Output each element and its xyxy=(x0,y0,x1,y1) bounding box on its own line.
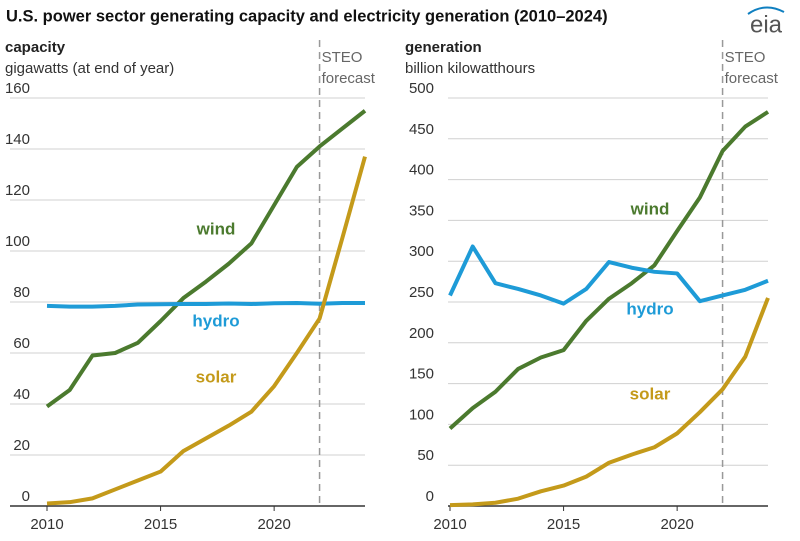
y-tick-label: 0 xyxy=(426,488,434,505)
y-tick-label: 0 xyxy=(22,488,30,505)
y-tick-label: 350 xyxy=(409,202,434,219)
logo: eia xyxy=(750,11,783,38)
series-label: wind xyxy=(196,219,236,238)
y-tick-label: 40 xyxy=(13,386,30,403)
y-tick-label: 450 xyxy=(409,121,434,138)
y-tick-label: 200 xyxy=(409,325,434,342)
axis-title: capacity xyxy=(5,39,66,56)
y-tick-label: 300 xyxy=(409,243,434,260)
x-tick-label: 2020 xyxy=(660,516,693,533)
line xyxy=(448,110,770,430)
y-tick-label: 500 xyxy=(409,80,434,97)
annotation: STEO xyxy=(322,49,363,66)
series-label: hydro xyxy=(626,299,673,318)
line xyxy=(46,301,365,309)
y-tick-label: 120 xyxy=(5,182,30,199)
y-tick-label: 160 xyxy=(5,80,30,97)
axis-title: generation xyxy=(405,39,482,56)
line xyxy=(448,244,769,306)
line xyxy=(46,156,367,506)
y-tick-label: 100 xyxy=(5,233,30,250)
x-tick-label: 2010 xyxy=(30,516,63,533)
annotation: forecast xyxy=(322,70,376,87)
series-label: solar xyxy=(196,367,237,386)
series-label: hydro xyxy=(192,311,239,330)
annotation: STEO xyxy=(725,49,766,66)
series-label: solar xyxy=(630,384,671,403)
y-tick-label: 250 xyxy=(409,284,434,301)
y-tick-label: 400 xyxy=(409,162,434,179)
logo-arc xyxy=(747,6,785,15)
series-label: wind xyxy=(630,199,670,218)
y-tick-label: 150 xyxy=(409,366,434,383)
axis-subtitle: gigawatts (at end of year) xyxy=(5,60,174,77)
y-tick-label: 100 xyxy=(409,406,434,423)
axis-subtitle: billion kilowatthours xyxy=(405,60,535,77)
y-tick-label: 80 xyxy=(13,284,30,301)
y-tick-label: 60 xyxy=(13,335,30,352)
x-tick-label: 2020 xyxy=(257,516,290,533)
x-tick-label: 2015 xyxy=(547,516,580,533)
line xyxy=(449,297,770,508)
chart-title: U.S. power sector generating capacity an… xyxy=(6,7,608,25)
x-tick-label: 2015 xyxy=(144,516,177,533)
y-tick-label: 50 xyxy=(417,447,434,464)
annotation: forecast xyxy=(725,70,779,87)
x-tick-label: 2010 xyxy=(433,516,466,533)
y-tick-label: 140 xyxy=(5,131,30,148)
y-tick-label: 20 xyxy=(13,437,30,454)
line xyxy=(45,109,367,409)
